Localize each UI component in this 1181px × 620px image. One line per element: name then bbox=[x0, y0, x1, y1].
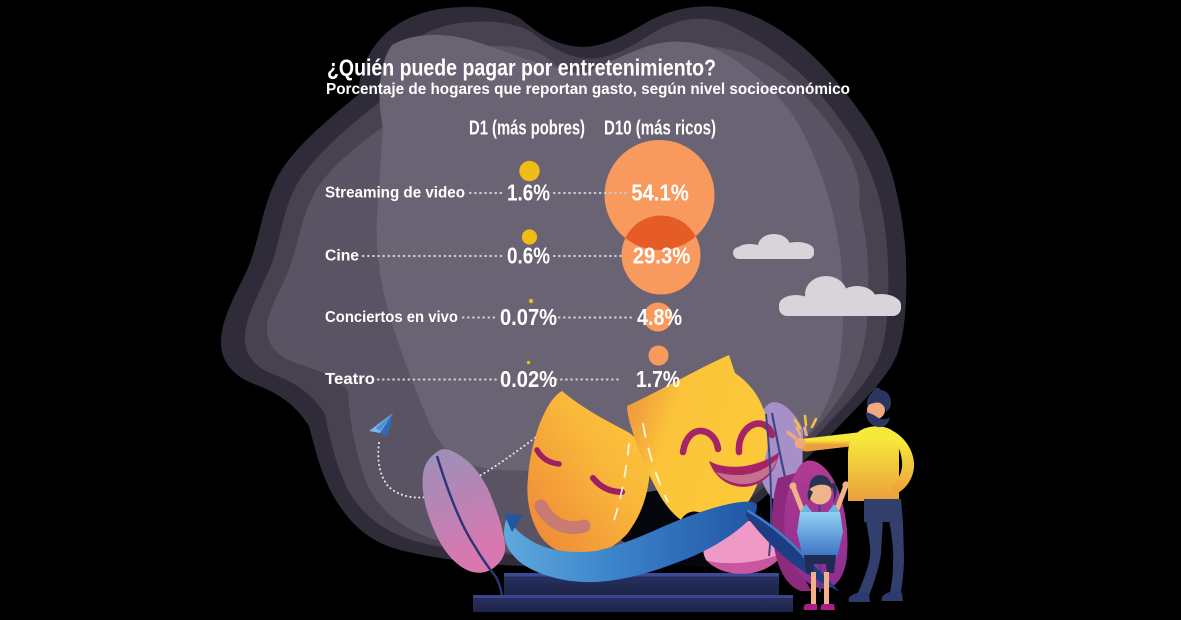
svg-text:0.6%: 0.6% bbox=[507, 243, 550, 269]
svg-text:D1 (más pobres): D1 (más pobres) bbox=[469, 117, 585, 140]
svg-text:Teatro: Teatro bbox=[325, 371, 375, 388]
svg-text:29.3%: 29.3% bbox=[633, 243, 691, 269]
svg-text:Conciertos en vivo: Conciertos en vivo bbox=[325, 309, 458, 326]
svg-text:54.1%: 54.1% bbox=[631, 180, 689, 206]
svg-text:Porcentaje de hogares que repo: Porcentaje de hogares que reportan gasto… bbox=[326, 81, 850, 98]
svg-text:0.02%: 0.02% bbox=[500, 366, 557, 392]
svg-text:Cine: Cine bbox=[325, 248, 359, 265]
svg-text:0.07%: 0.07% bbox=[500, 304, 557, 330]
svg-text:1.7%: 1.7% bbox=[636, 366, 680, 392]
svg-text:1.6%: 1.6% bbox=[507, 180, 550, 206]
svg-text:D10 (más ricos): D10 (más ricos) bbox=[604, 117, 716, 140]
svg-text:4.8%: 4.8% bbox=[637, 304, 682, 330]
svg-text:¿Quién puede pagar por entrete: ¿Quién puede pagar por entretenimiento? bbox=[327, 55, 716, 81]
svg-text:Streaming de video: Streaming de video bbox=[325, 185, 465, 202]
